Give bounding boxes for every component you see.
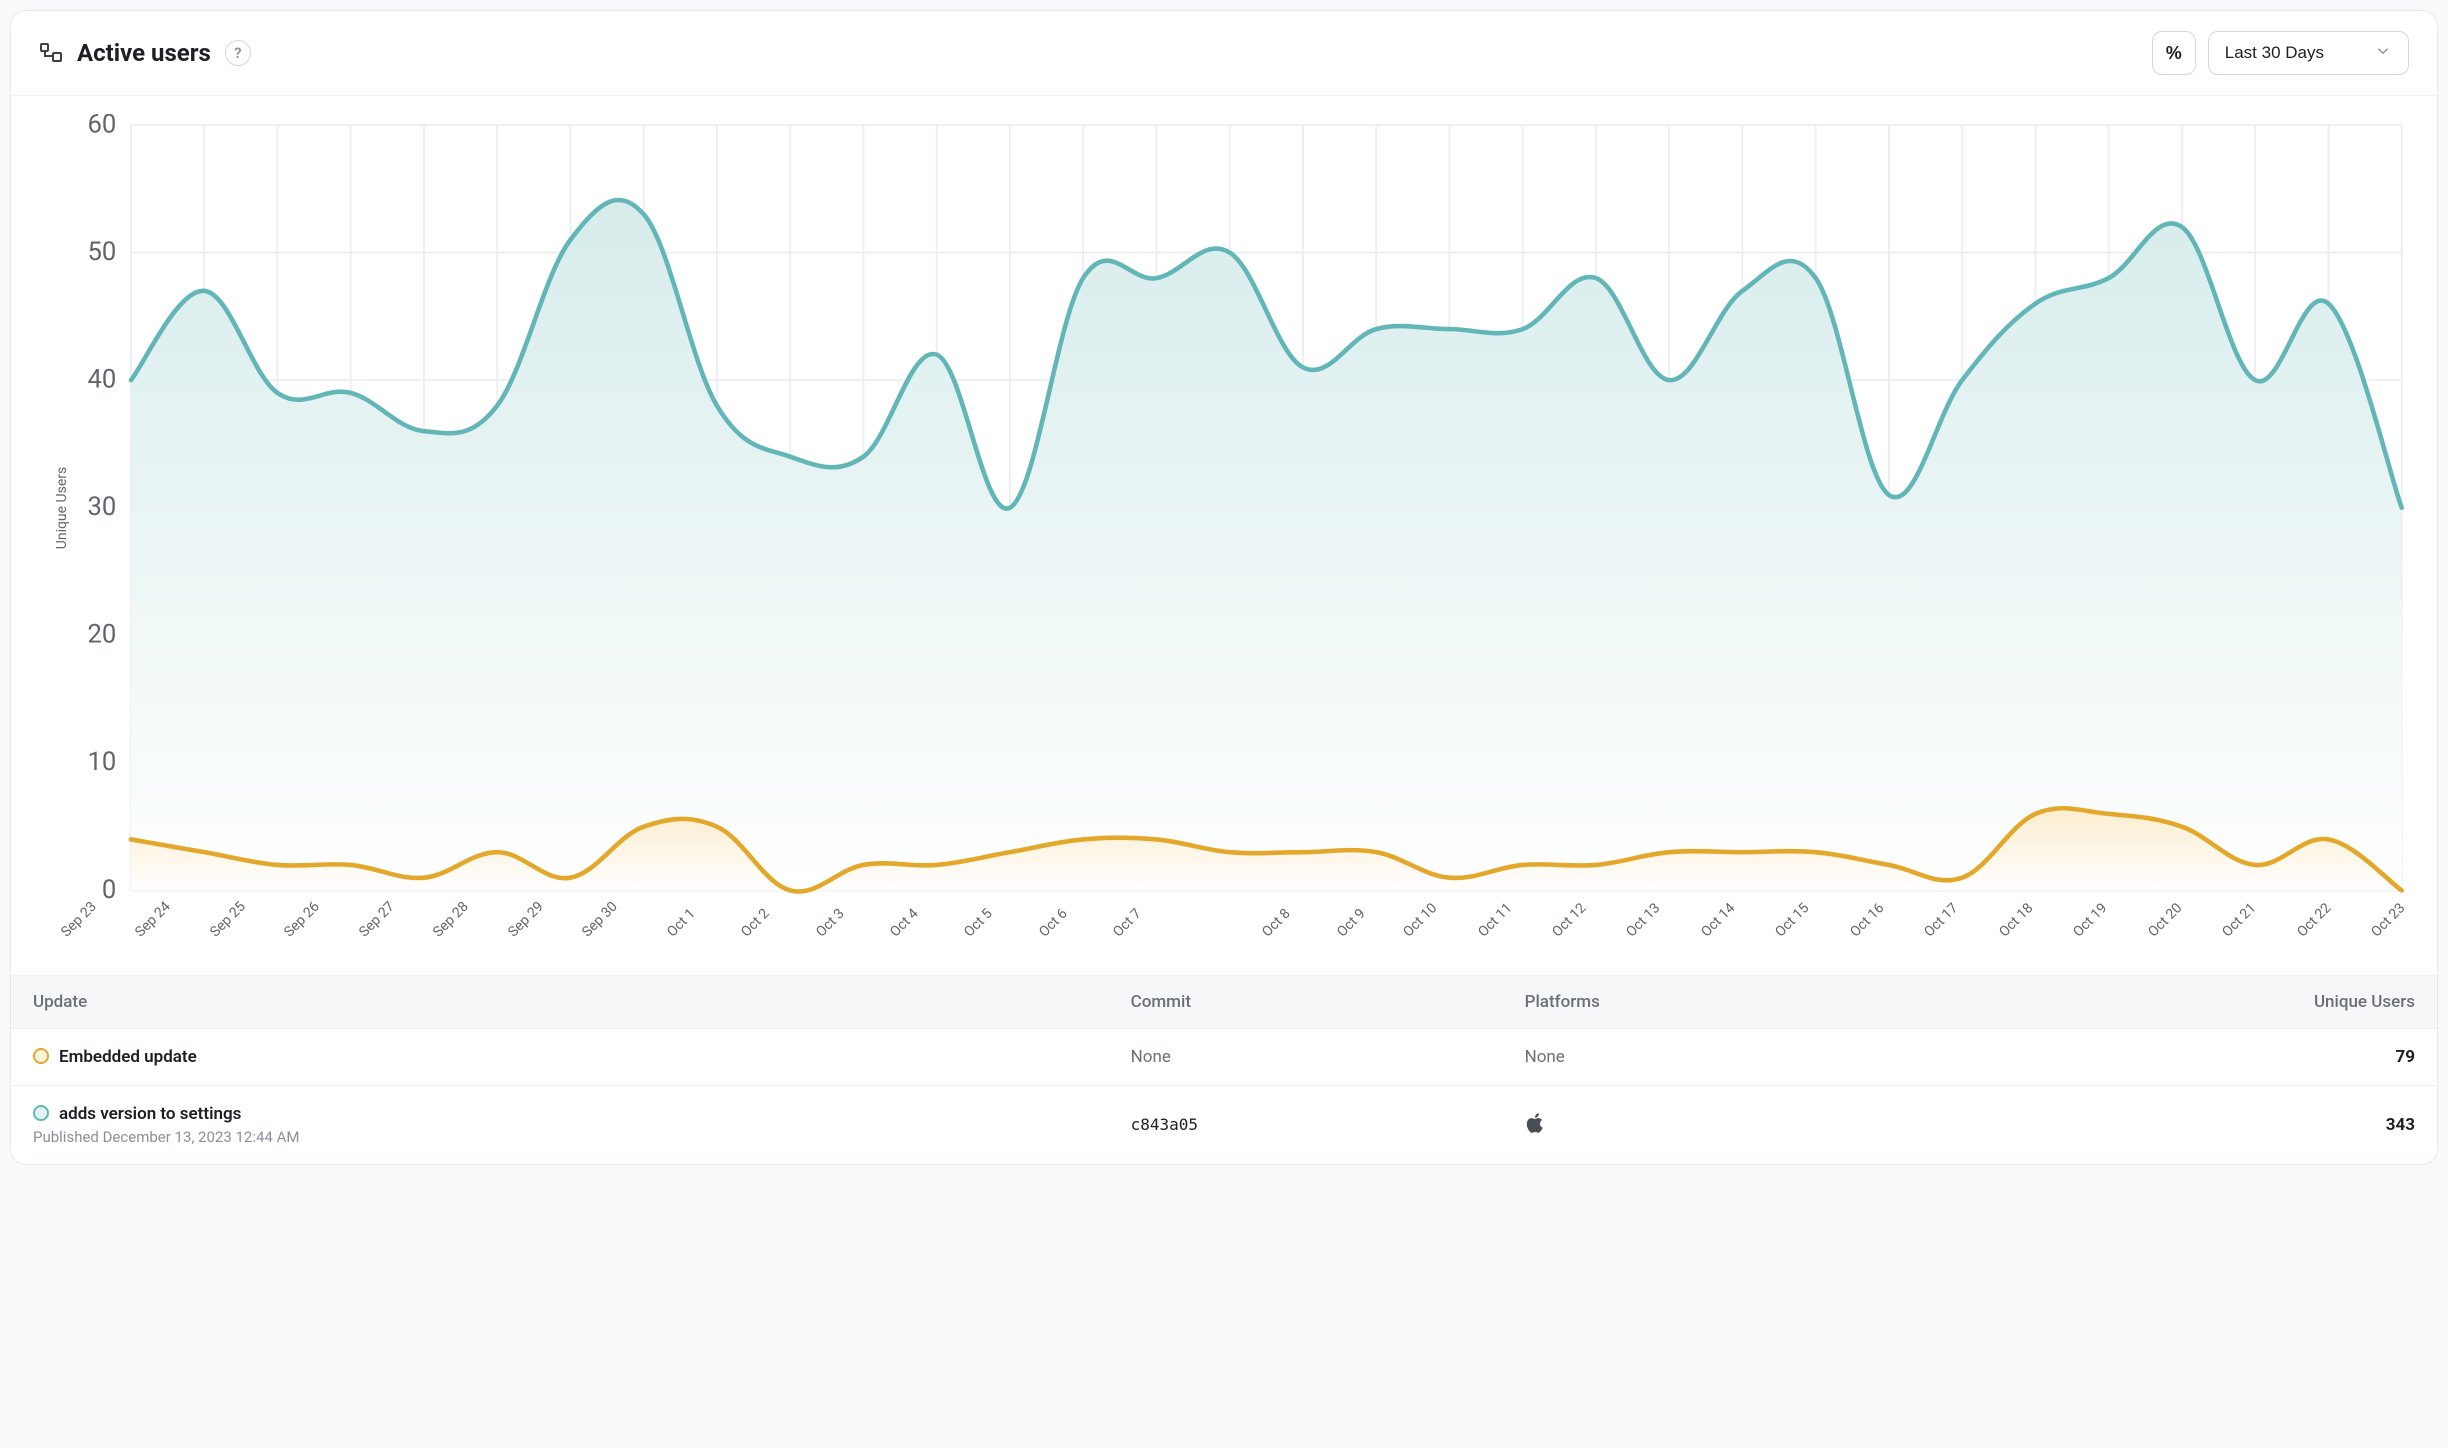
x-tick-label: Oct 6 — [1036, 906, 1071, 941]
svg-text:30: 30 — [87, 492, 116, 522]
table-row[interactable]: adds version to settings Published Decemb… — [11, 1086, 2437, 1165]
table-head: Update Commit Platforms Unique Users — [11, 976, 2437, 1029]
cell-commit: c843a05 — [1109, 1086, 1503, 1165]
header-right: % Last 30 Days — [2152, 31, 2409, 75]
commit-value: c843a05 — [1131, 1115, 1198, 1134]
card-title: Active users — [77, 39, 211, 67]
header-left: Active users ? — [39, 39, 251, 67]
update-title: adds version to settings — [59, 1104, 241, 1124]
col-commit: Commit — [1109, 976, 1503, 1029]
series-dot — [33, 1048, 49, 1064]
unique-users-value: 343 — [2386, 1115, 2415, 1135]
updates-table: Update Commit Platforms Unique Users Emb… — [11, 975, 2437, 1164]
x-tick-label: Oct 7 — [1110, 906, 1145, 941]
help-icon[interactable]: ? — [225, 40, 251, 66]
cell-uniqueusers: 79 — [1924, 1029, 2437, 1086]
x-tick-label: Oct 4 — [887, 906, 922, 941]
apple-icon — [1525, 1119, 1547, 1139]
chart-area: Unique Users 0 10 20 30 40 50 60 — [11, 96, 2437, 919]
chevron-down-icon — [2374, 42, 2392, 65]
card-header: Active users ? % Last 30 Days — [11, 11, 2437, 96]
x-tick-label: Oct 9 — [1334, 906, 1369, 941]
cell-update: adds version to settings Published Decemb… — [11, 1086, 1109, 1165]
update-title: Embedded update — [59, 1047, 197, 1067]
daterange-label: Last 30 Days — [2225, 43, 2324, 63]
cell-platforms — [1503, 1086, 1925, 1165]
cell-platforms: None — [1503, 1029, 1925, 1086]
x-tick-label: Oct 8 — [1259, 906, 1294, 941]
svg-text:20: 20 — [87, 620, 116, 650]
svg-text:0: 0 — [102, 875, 116, 902]
col-update: Update — [11, 976, 1109, 1029]
svg-text:40: 40 — [87, 364, 116, 394]
platform-none: None — [1525, 1047, 1565, 1067]
cell-commit: None — [1109, 1029, 1503, 1086]
active-users-card: Active users ? % Last 30 Days Unique Use… — [10, 10, 2438, 1165]
col-uniqueusers: Unique Users — [1924, 976, 2437, 1029]
table-body: Embedded update None None 79 adds version to… — [11, 1029, 2437, 1165]
update-subtitle: Published December 13, 2023 12:44 AM — [33, 1128, 1087, 1146]
cell-uniqueusers: 343 — [1924, 1086, 2437, 1165]
y-axis-label: Unique Users — [54, 466, 70, 548]
x-axis-labels: Sep 23Sep 24Sep 25Sep 26Sep 27Sep 28Sep … — [101, 911, 2409, 965]
table-row[interactable]: Embedded update None None 79 — [11, 1029, 2437, 1086]
x-tick-label: Oct 3 — [813, 906, 848, 941]
col-platforms: Platforms — [1503, 976, 1925, 1029]
daterange-select[interactable]: Last 30 Days — [2208, 31, 2409, 75]
series-dot — [33, 1105, 49, 1121]
unique-users-value: 79 — [2395, 1047, 2415, 1067]
x-tick-label: Oct 1 — [664, 906, 699, 941]
svg-text:50: 50 — [87, 237, 116, 267]
x-tick-label: Oct 2 — [738, 906, 773, 941]
percent-icon: % — [2166, 43, 2182, 64]
svg-text:10: 10 — [87, 747, 116, 777]
deployments-icon — [39, 41, 63, 65]
chart-svg: 0 10 20 30 40 50 60 — [65, 114, 2409, 901]
percent-toggle-button[interactable]: % — [2152, 31, 2196, 75]
commit-value: None — [1131, 1047, 1171, 1067]
cell-update: Embedded update — [11, 1029, 1109, 1086]
x-tick-label: Oct 5 — [962, 906, 997, 941]
svg-text:60: 60 — [87, 114, 116, 139]
